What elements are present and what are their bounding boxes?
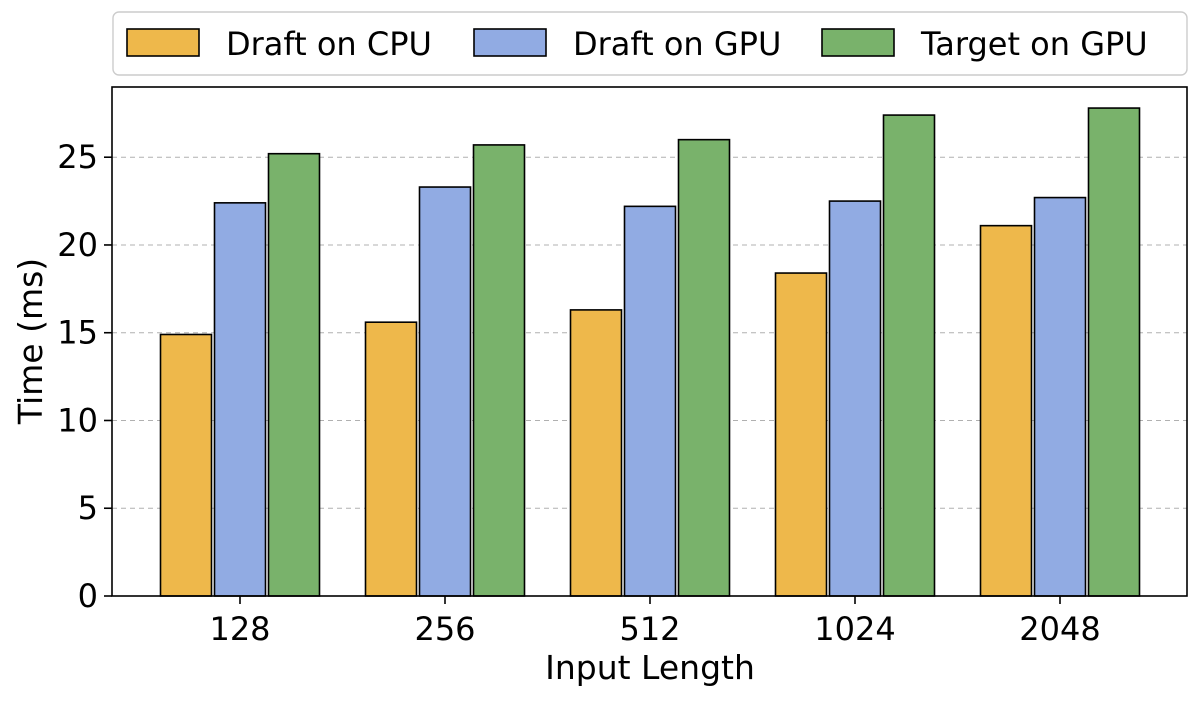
bar-draft-on-cpu-512	[569, 309, 623, 597]
x-tick-label: 1024	[814, 610, 895, 648]
legend-label: Draft on CPU	[226, 25, 432, 63]
legend-swatch	[821, 28, 895, 57]
bar-draft-on-cpu-256	[364, 321, 418, 597]
legend-label: Draft on GPU	[573, 25, 781, 63]
y-tick-label: 10	[57, 401, 98, 439]
bar-target-on-gpu-128	[267, 152, 321, 597]
legend-label: Target on GPU	[920, 25, 1148, 63]
bar-draft-on-gpu-128	[213, 202, 267, 597]
y-tick-label: 5	[78, 489, 98, 527]
x-axis-title: Input Length	[545, 648, 755, 687]
bar-draft-on-gpu-256	[418, 186, 472, 597]
bar-draft-on-cpu-2048	[979, 224, 1033, 597]
bar-draft-on-gpu-2048	[1033, 196, 1087, 597]
legend-swatch	[473, 28, 547, 57]
bar-draft-on-gpu-1024	[828, 200, 882, 597]
x-tick-label: 128	[209, 610, 270, 648]
x-tick-label: 2048	[1019, 610, 1100, 648]
bars	[159, 107, 1141, 597]
y-tick-label: 0	[78, 577, 98, 615]
legend-frame	[112, 11, 1188, 76]
x-tick-label: 256	[414, 610, 475, 648]
bar-draft-on-cpu-1024	[774, 272, 828, 597]
bar-target-on-gpu-2048	[1087, 107, 1141, 597]
x-axis: 128 256 512 1024 2048	[209, 596, 1101, 648]
y-tick-label: 20	[57, 226, 98, 264]
y-tick-label: 25	[57, 138, 98, 176]
bar-target-on-gpu-1024	[882, 114, 936, 597]
y-axis-title: Time (ms)	[11, 258, 50, 425]
bar-target-on-gpu-512	[677, 138, 731, 597]
y-tick-label: 15	[57, 314, 98, 352]
x-tick-label: 512	[619, 610, 680, 648]
bar-draft-on-gpu-512	[623, 205, 677, 597]
y-axis: 0 5 10 15 20 25	[57, 138, 112, 615]
bar-target-on-gpu-256	[472, 144, 526, 597]
legend-swatch	[126, 28, 200, 57]
bar-draft-on-cpu-128	[159, 333, 213, 597]
legend: Draft on CPU Draft on GPU Target on GPU	[112, 11, 1188, 76]
